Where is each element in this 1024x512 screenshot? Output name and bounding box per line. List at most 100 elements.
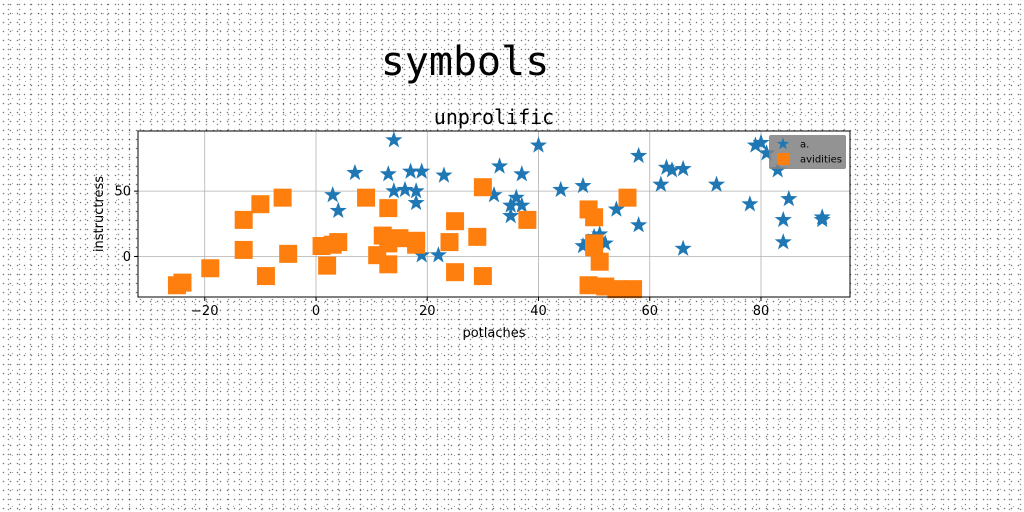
- data-point-square: [468, 227, 487, 246]
- data-point-star: [502, 196, 520, 213]
- data-point-star: [574, 176, 592, 194]
- data-point-star: [329, 201, 347, 219]
- data-point-square: [607, 280, 626, 299]
- data-point-star: [574, 237, 592, 254]
- data-point-star: [502, 206, 520, 224]
- figure-suptitle: symbols: [381, 39, 550, 85]
- data-point-star: [379, 165, 397, 182]
- data-point-star: [657, 158, 675, 175]
- plot-area: −20 0 20 40 60 80 0 50 a. avidities: [114, 130, 851, 319]
- data-point-star: [630, 216, 648, 233]
- data-point-star: [652, 175, 670, 192]
- data-point-star: [741, 195, 759, 212]
- data-point-star: [591, 225, 609, 242]
- data-point-square: [518, 210, 537, 229]
- data-point-square: [585, 234, 604, 253]
- data-point-square: [251, 195, 270, 214]
- data-point-square: [624, 280, 643, 299]
- y-axis-label: instructress: [92, 176, 107, 252]
- data-point-star: [402, 162, 420, 179]
- data-point-star: [346, 163, 364, 181]
- data-point-square: [579, 276, 598, 295]
- data-point-star: [396, 180, 414, 198]
- x-tick-label: −20: [191, 304, 218, 319]
- data-point-star: [385, 182, 403, 199]
- data-point-star: [385, 131, 403, 148]
- data-point-star: [413, 162, 431, 179]
- ticks: −20 0 20 40 60 80 0 50: [114, 185, 769, 319]
- data-point-star: [707, 175, 726, 192]
- series-square: [167, 178, 643, 299]
- data-point-star: [774, 233, 792, 250]
- data-point-star: [596, 234, 614, 251]
- data-point-square: [379, 199, 398, 218]
- data-point-star: [607, 200, 625, 217]
- x-tick-label: 20: [419, 304, 436, 319]
- data-point-star: [674, 239, 692, 256]
- data-point-star: [413, 246, 431, 263]
- data-point-star: [813, 210, 831, 228]
- data-point-square: [446, 212, 465, 231]
- data-point-square: [173, 273, 192, 292]
- data-point-star: [513, 165, 531, 182]
- data-point-star: [529, 136, 548, 153]
- data-point-star: [746, 136, 764, 153]
- data-point-square: [318, 256, 337, 275]
- x-tick-label: 80: [753, 304, 770, 319]
- grid: [138, 131, 850, 297]
- data-point-star: [769, 161, 787, 178]
- data-point-star: [485, 186, 503, 203]
- data-point-square: [440, 233, 459, 252]
- data-point-star: [774, 210, 792, 228]
- data-point-star: [429, 246, 447, 263]
- data-point-square: [329, 233, 348, 252]
- data-point-square: [379, 255, 398, 274]
- data-point-square: [473, 178, 492, 197]
- legend-marker-star: [776, 137, 790, 150]
- y-tick-label: 50: [114, 185, 131, 200]
- chart-title: unprolific: [434, 105, 554, 129]
- x-axis-label: potlaches: [462, 326, 525, 341]
- data-point-square: [273, 188, 292, 207]
- x-tick-label: 0: [312, 304, 320, 319]
- data-point-star: [324, 186, 342, 203]
- data-point-square: [201, 259, 220, 278]
- data-point-star: [630, 146, 648, 164]
- series-star: [324, 131, 831, 263]
- x-tick-label: 60: [641, 304, 658, 319]
- data-point-star: [780, 189, 798, 207]
- data-point-star: [674, 159, 692, 177]
- data-point-star: [752, 133, 770, 151]
- data-point-square: [279, 244, 298, 263]
- data-point-square: [234, 210, 253, 229]
- data-point-star: [758, 144, 776, 161]
- series-layer: [167, 131, 831, 299]
- data-point-square: [357, 188, 376, 207]
- data-point-star: [491, 157, 509, 174]
- data-point-star: [552, 180, 570, 198]
- x-tick-label: 40: [530, 304, 547, 319]
- legend-label: a.: [800, 140, 809, 151]
- data-point-star: [507, 188, 525, 205]
- data-point-square: [585, 208, 604, 227]
- axes-background: [138, 131, 850, 297]
- legend-marker-square: [777, 153, 789, 165]
- data-point-square: [407, 235, 426, 254]
- y-tick-label: 0: [123, 250, 131, 265]
- data-point-star: [663, 161, 681, 178]
- data-point-star: [435, 166, 453, 183]
- axes-frame: [137, 130, 851, 298]
- data-point-square: [390, 229, 409, 248]
- data-point-star: [513, 196, 531, 213]
- data-point-square: [446, 263, 465, 282]
- data-point-star: [407, 193, 425, 211]
- data-point-square: [256, 267, 275, 286]
- data-point-square: [618, 188, 637, 207]
- data-point-star: [407, 182, 425, 199]
- data-point-square: [234, 240, 253, 259]
- legend: a. avidities: [769, 135, 846, 169]
- legend-label: avidities: [800, 155, 842, 166]
- data-point-square: [473, 267, 492, 286]
- data-point-square: [590, 252, 609, 271]
